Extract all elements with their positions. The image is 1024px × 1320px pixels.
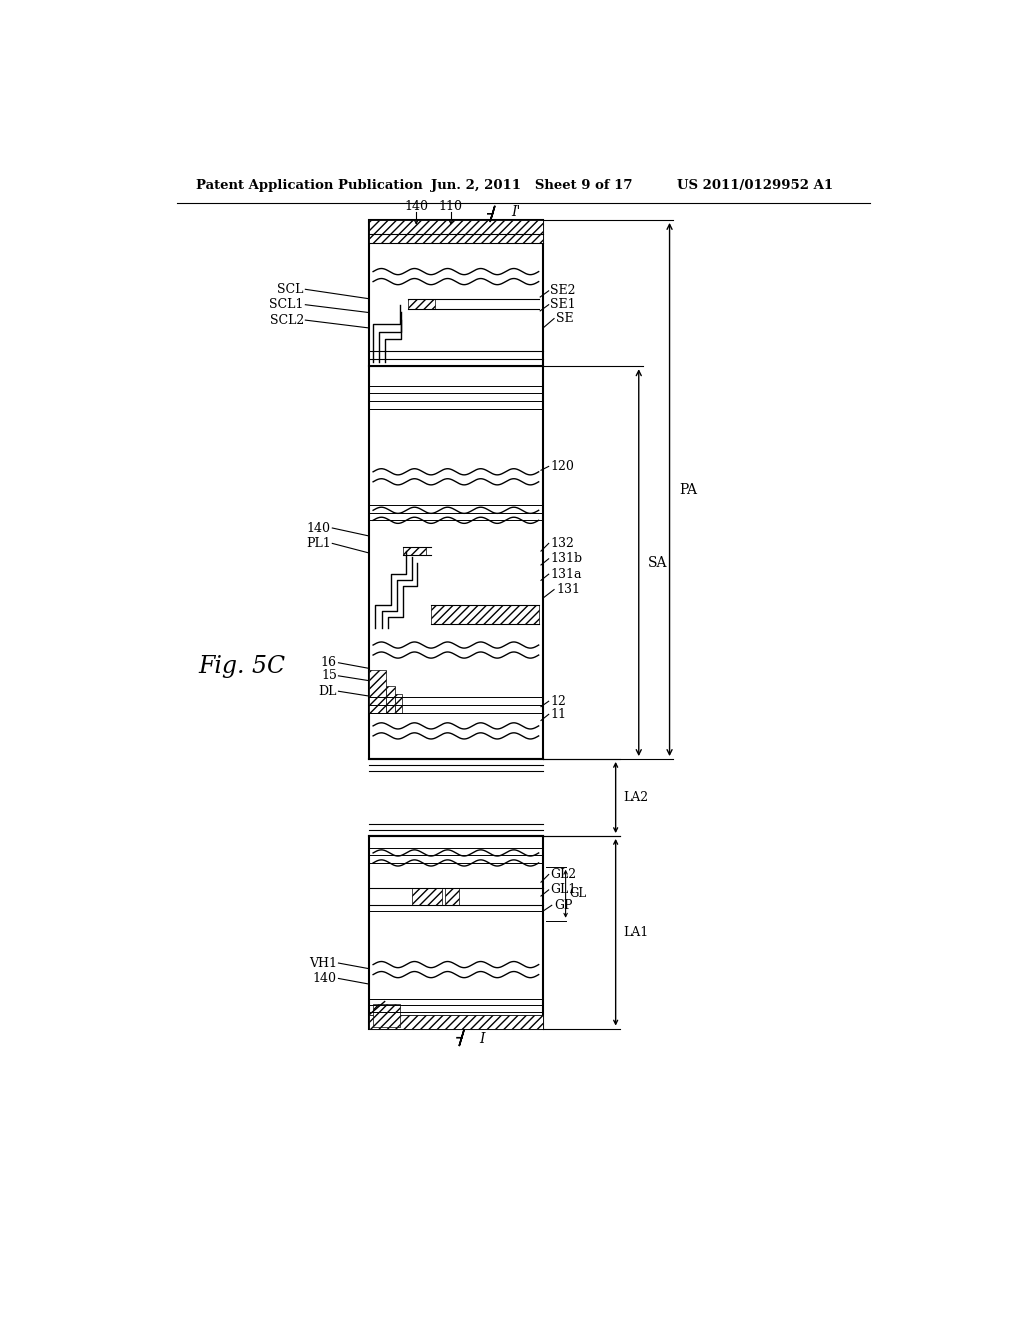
- Bar: [370, 671, 386, 713]
- Text: VH1: VH1: [309, 957, 337, 970]
- Bar: [395, 693, 401, 713]
- Text: 140: 140: [307, 521, 331, 535]
- Bar: [370, 220, 543, 367]
- Text: Fig. 5C: Fig. 5C: [199, 655, 286, 678]
- Text: SE: SE: [556, 312, 574, 325]
- Text: SCL1: SCL1: [269, 298, 304, 312]
- Bar: [403, 548, 426, 554]
- Bar: [370, 220, 543, 243]
- Bar: [412, 888, 442, 906]
- Text: PL1: PL1: [306, 537, 331, 550]
- Text: 140: 140: [404, 199, 428, 213]
- Text: 11: 11: [550, 708, 566, 721]
- Text: 132: 132: [550, 537, 574, 550]
- Text: SE2: SE2: [550, 284, 575, 297]
- Text: Patent Application Publication: Patent Application Publication: [196, 178, 423, 191]
- Text: SE1: SE1: [550, 298, 575, 312]
- Text: I': I': [512, 206, 521, 219]
- Text: DL: DL: [318, 685, 337, 698]
- Text: US 2011/0129952 A1: US 2011/0129952 A1: [677, 178, 834, 191]
- Text: 140: 140: [313, 972, 337, 985]
- Text: 120: 120: [550, 459, 574, 473]
- Text: Jun. 2, 2011   Sheet 9 of 17: Jun. 2, 2011 Sheet 9 of 17: [431, 178, 633, 191]
- Text: PA: PA: [679, 483, 696, 496]
- Text: LA1: LA1: [624, 925, 648, 939]
- Text: 15: 15: [322, 669, 337, 682]
- Bar: [408, 300, 435, 309]
- Text: 131b: 131b: [550, 552, 583, 565]
- Bar: [370, 836, 543, 1028]
- Text: SCL: SCL: [278, 282, 304, 296]
- Text: LA2: LA2: [624, 791, 648, 804]
- Text: GP: GP: [554, 899, 572, 912]
- Bar: [431, 605, 539, 624]
- Text: 110: 110: [439, 199, 463, 213]
- Text: GL1: GL1: [550, 883, 577, 896]
- Bar: [370, 367, 543, 759]
- Bar: [444, 888, 459, 906]
- Text: 131a: 131a: [550, 568, 582, 581]
- Text: SA: SA: [648, 556, 668, 570]
- Text: GL2: GL2: [550, 869, 577, 880]
- Bar: [370, 1015, 543, 1028]
- Text: 12: 12: [550, 694, 566, 708]
- Bar: [373, 1003, 400, 1027]
- Text: I: I: [479, 1032, 485, 1047]
- Text: 131: 131: [556, 583, 581, 597]
- Text: 16: 16: [321, 656, 337, 669]
- Bar: [386, 686, 395, 713]
- Text: GL: GL: [569, 887, 587, 900]
- Text: SCL2: SCL2: [269, 314, 304, 326]
